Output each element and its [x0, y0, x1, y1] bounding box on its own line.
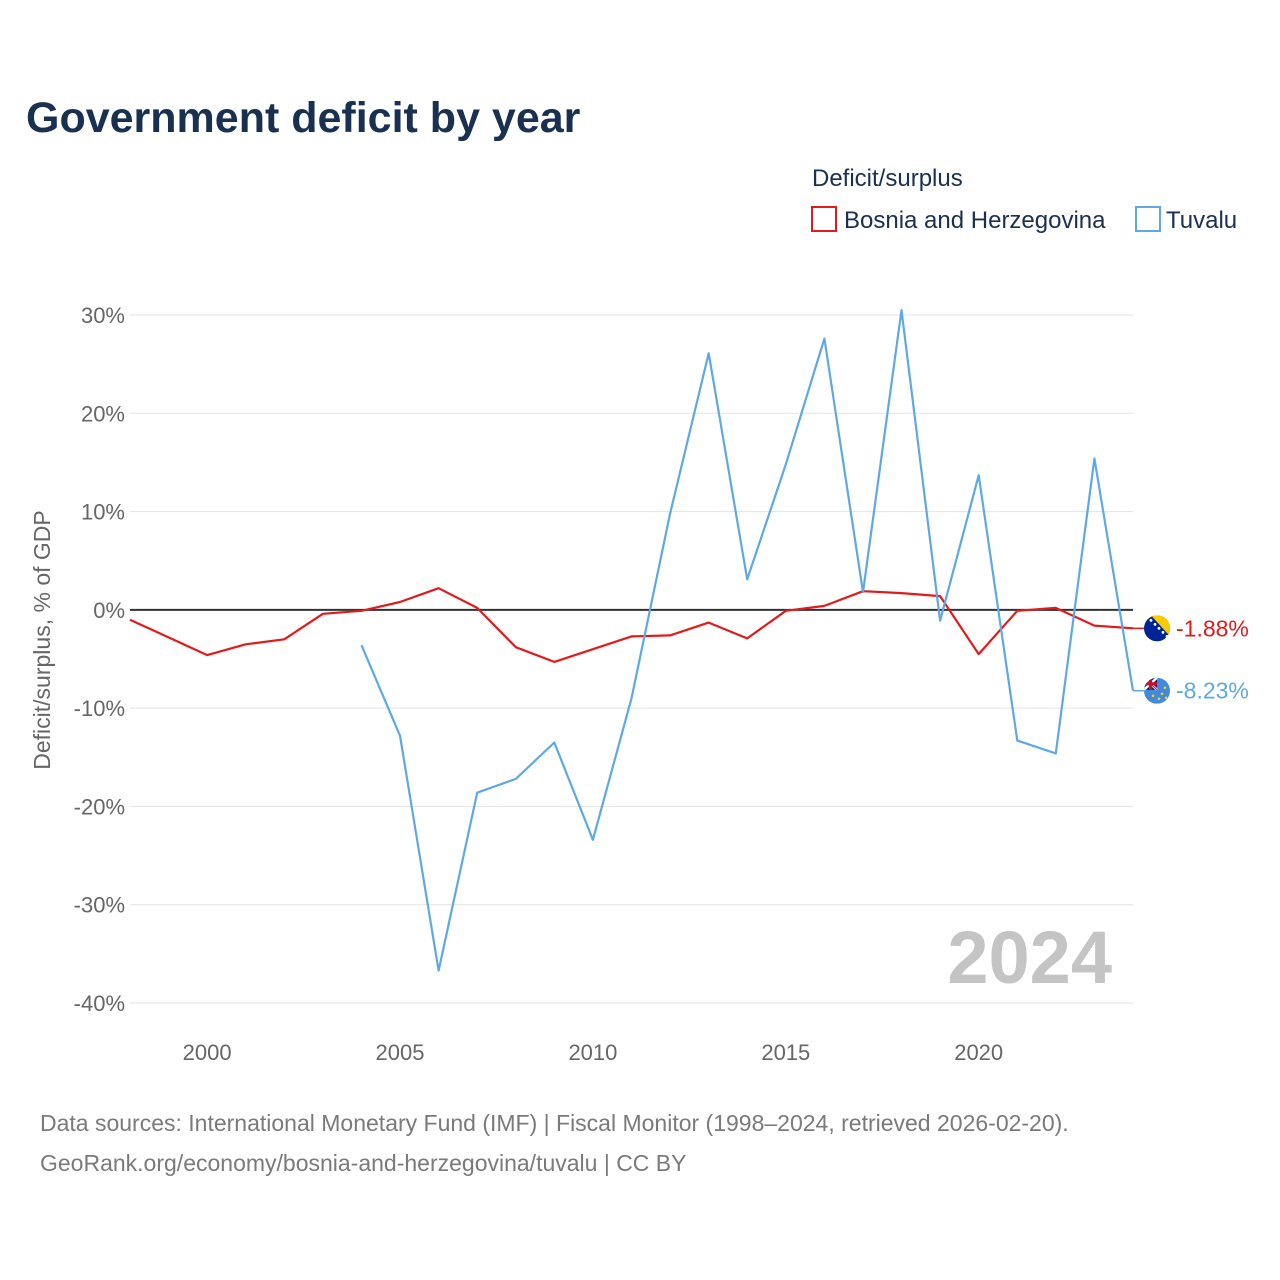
series-line-bosnia	[129, 587, 1134, 664]
x-tick-label: 2000	[183, 1040, 232, 1065]
legend-title: Deficit/surplus	[812, 165, 963, 192]
tuvalu-flag-icon	[1144, 677, 1170, 704]
x-tick-label: 2015	[761, 1040, 810, 1065]
bosnia-flag-icon	[1144, 615, 1170, 642]
source-line-2: GeoRank.org/economy/bosnia-and-herzegovi…	[40, 1150, 687, 1176]
series-line-tuvalu	[360, 309, 1135, 972]
gridlines	[130, 314, 1133, 1004]
legend-item-bosnia[interactable]: Bosnia and Herzegovina	[811, 206, 1106, 234]
x-tick-label: 2020	[954, 1040, 1003, 1065]
y-tick-label: 0%	[93, 598, 125, 623]
year-watermark: 2024	[947, 916, 1112, 999]
source-line-1: Data sources: International Monetary Fun…	[40, 1110, 1069, 1136]
end-label-bosnia: -1.88%	[1176, 615, 1249, 641]
y-tick-label: 10%	[81, 500, 125, 525]
y-axis-title: Deficit/surplus, % of GDP	[29, 510, 55, 769]
end-label-tuvalu: -8.23%	[1176, 678, 1249, 704]
y-tick-label: 20%	[81, 401, 125, 426]
chart-title: Government deficit by year	[26, 94, 581, 142]
y-tick-labels: 30% 20% 10% 0% -10% -20% -30% -40%	[74, 303, 125, 1016]
y-tick-label: -30%	[74, 893, 125, 918]
x-tick-label: 2010	[568, 1040, 617, 1065]
legend-label-tuvalu: Tuvalu	[1166, 207, 1237, 234]
x-tick-label: 2005	[376, 1040, 425, 1065]
series-layer	[129, 309, 1144, 972]
legend: Bosnia and Herzegovina Tuvalu	[811, 206, 1237, 234]
legend-swatch-bosnia	[811, 206, 837, 232]
legend-label-bosnia: Bosnia and Herzegovina	[844, 207, 1106, 234]
legend-swatch-tuvalu	[1135, 206, 1161, 232]
legend-item-tuvalu[interactable]: Tuvalu	[1135, 206, 1237, 234]
y-tick-label: 30%	[81, 303, 125, 328]
x-tick-labels: 2000 2005 2010 2015 2020	[183, 1040, 1003, 1065]
y-tick-label: -40%	[74, 991, 125, 1016]
y-tick-label: -20%	[74, 794, 125, 819]
y-tick-label: -10%	[74, 696, 125, 721]
